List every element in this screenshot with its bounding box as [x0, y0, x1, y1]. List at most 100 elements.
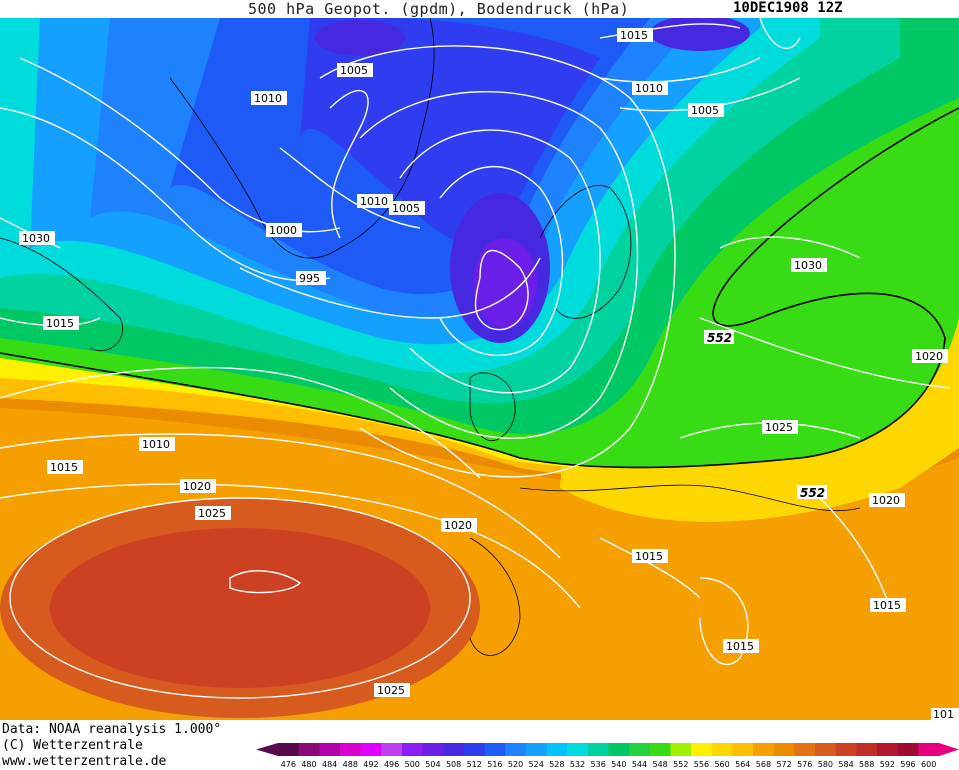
- legend-swatch: [443, 743, 465, 756]
- legend-tick-label: 532: [570, 760, 585, 769]
- legend-arrow-left: [256, 743, 278, 756]
- data-source-text: Data: NOAA reanalysis 1.000°: [2, 722, 222, 737]
- legend-tick-label: 496: [384, 760, 399, 769]
- isobar-label: 1015: [635, 550, 663, 563]
- isobar-label: 995: [299, 272, 320, 285]
- legend-swatch: [339, 743, 362, 756]
- isobar-label: 1020: [915, 350, 943, 363]
- legend-tick-label: 588: [859, 760, 874, 769]
- legend-tick-label: 488: [343, 760, 358, 769]
- isobar-label: 1020: [444, 519, 472, 532]
- isobar-label: 1015: [46, 317, 74, 330]
- isobar-low-ring-1: [439, 166, 564, 357]
- legend-swatch: [381, 743, 403, 756]
- legend-swatch: [360, 743, 382, 756]
- isobar-label: 1015: [50, 461, 78, 474]
- isobar-1005-north: [619, 77, 801, 112]
- legend-tick-label: 476: [281, 760, 296, 769]
- legend-swatch: [815, 743, 837, 756]
- iberia-coast: [469, 537, 521, 656]
- isobar-1020-se: [819, 497, 891, 609]
- legend-swatch: [691, 743, 713, 756]
- legend-swatch: [649, 743, 671, 756]
- legend-swatch: [319, 743, 341, 756]
- map-title-bar: 500 hPa Geopot. (gpdm), Bodendruck (hPa)…: [0, 0, 959, 18]
- legend-tick-label: 568: [756, 760, 771, 769]
- map-date: 10DEC1908 12Z: [733, 0, 843, 16]
- isobar-a: [0, 107, 331, 282]
- isobar-1015-south: [0, 433, 561, 559]
- legend-tick-label: 592: [880, 760, 895, 769]
- isobar-label: 1025: [765, 421, 793, 434]
- legend-tick-label: 584: [838, 760, 853, 769]
- legend-swatch: [773, 743, 795, 756]
- legend-tick-label: 516: [487, 760, 502, 769]
- legend-swatch: [484, 743, 506, 756]
- legend-tick-label: 480: [301, 760, 316, 769]
- field-584: [50, 528, 430, 688]
- isobar-label: 1030: [794, 259, 822, 272]
- weather-map: 1015 1005 1010 1010 1005 1010 1005 1000 …: [0, 18, 959, 720]
- legend-swatch: [422, 743, 444, 756]
- isobar-label: 1020: [183, 480, 211, 493]
- legend-tick-label: 528: [549, 760, 564, 769]
- isobar-c: [329, 89, 369, 239]
- color-legend: 476 480 484 488 492 496 500 504 508 512 516 520 524 5…: [256, 743, 959, 770]
- legend-tick-label: 564: [735, 760, 750, 769]
- isobar-low-core: [474, 249, 529, 331]
- legend-tick-label: 580: [818, 760, 833, 769]
- isobar-d: [279, 147, 421, 229]
- isobar-label: 1025: [198, 507, 226, 520]
- color-legend-bar: 476 480 484 488 492 496 500 504 508 512 516 520 524 5…: [256, 743, 959, 769]
- map-title: 500 hPa Geopot. (gpdm), Bodendruck (hPa): [248, 0, 630, 18]
- legend-tick-label: 500: [405, 760, 420, 769]
- legend-tick-label: 548: [652, 760, 667, 769]
- legend-tick-label: 504: [425, 760, 440, 769]
- legend-tick-label: 600: [921, 760, 936, 769]
- isobar-low-ring-2: [399, 129, 601, 394]
- isobar-1015-iberia: [599, 537, 701, 599]
- isobar-label: 1015: [726, 640, 754, 653]
- legend-swatch: [567, 743, 589, 756]
- legend-swatch: [670, 743, 692, 756]
- legend-swatch: [794, 743, 816, 756]
- legend-tick-label: 512: [467, 760, 482, 769]
- legend-tick-label: 536: [591, 760, 606, 769]
- labrador-coast: [0, 237, 123, 351]
- legend-swatch: [587, 743, 609, 756]
- isobar-1025-high: [9, 497, 471, 699]
- field-512: [300, 18, 600, 246]
- isobar-ne-small: [759, 18, 801, 50]
- legend-swatch: [401, 743, 424, 756]
- legend-tick-label: 556: [694, 760, 709, 769]
- legend-swatch: [877, 743, 899, 756]
- isobar-label: 1015: [873, 599, 901, 612]
- legend-tick-label: 508: [446, 760, 461, 769]
- legend-swatch: [608, 743, 630, 756]
- legend-swatch: [753, 743, 775, 756]
- geopotential-label: 552: [800, 486, 825, 500]
- isobar-e: [239, 257, 541, 319]
- isobar-label: 1020: [872, 494, 900, 507]
- legend-tick-label: 520: [508, 760, 523, 769]
- legend-swatch: [835, 743, 857, 756]
- isobar-label: 1010: [635, 82, 663, 95]
- isobar-1020-east: [699, 317, 951, 389]
- isobar-1010-south: [0, 366, 481, 479]
- isobar-low-ring-3: [359, 90, 639, 439]
- legend-swatch: [525, 743, 548, 756]
- isobar-label: 101: [933, 708, 954, 720]
- legend-swatch: [711, 743, 733, 756]
- copyright-text: (C) Wetterzentrale: [2, 738, 143, 753]
- legend-tick-label: 544: [632, 760, 647, 769]
- legend-arrow-right: [939, 743, 959, 756]
- field-504: [473, 238, 537, 328]
- isobar-label: 1005: [392, 202, 420, 215]
- isobar-label: 1005: [340, 64, 368, 77]
- isobar-label: 1010: [142, 438, 170, 451]
- isobar-1030-east: [719, 236, 861, 259]
- isobar-low-ring-4: [319, 45, 676, 478]
- greenland-coast: [169, 18, 435, 259]
- legend-swatch: [629, 743, 651, 756]
- isobar-high-core: [229, 570, 302, 594]
